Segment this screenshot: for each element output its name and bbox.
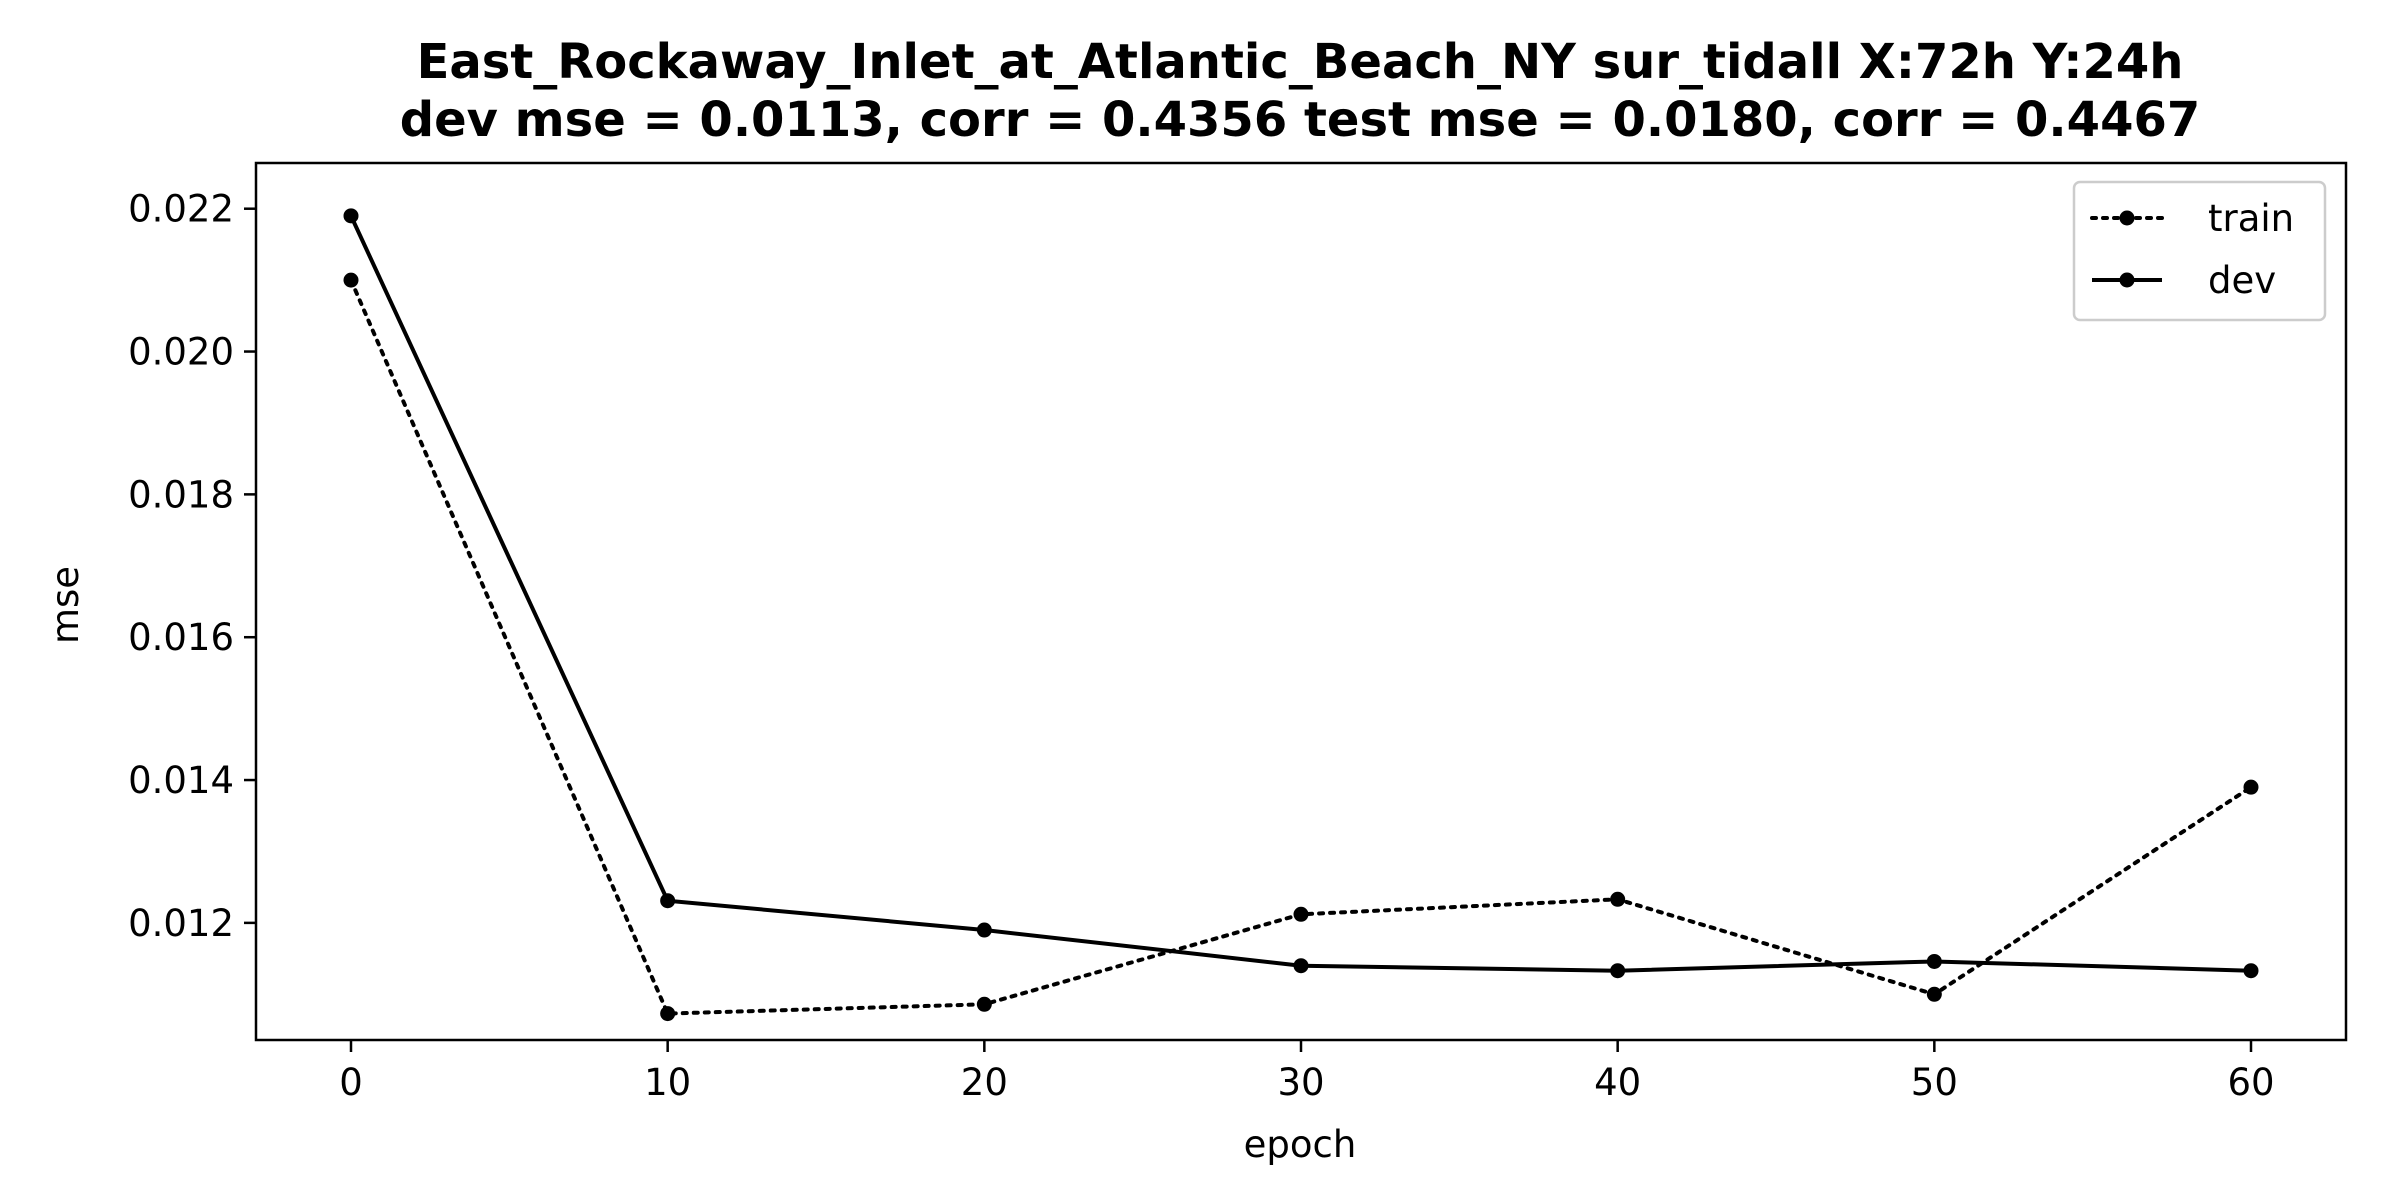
x-tick-label: 10 (644, 1061, 691, 1104)
data-point-train (1610, 891, 1626, 907)
data-point-train (2243, 779, 2259, 795)
y-tick-label: 0.016 (128, 616, 234, 659)
x-tick-label: 40 (1594, 1061, 1641, 1104)
chart-title-line1: East_Rockaway_Inlet_at_Atlantic_Beach_NY… (417, 34, 2184, 90)
x-tick-label: 30 (1277, 1061, 1324, 1104)
data-point-dev (660, 893, 676, 909)
y-tick-label: 0.020 (128, 331, 234, 374)
data-point-dev (1293, 958, 1309, 974)
data-point-dev (1610, 963, 1626, 979)
y-axis-label: mse (44, 566, 87, 644)
plot-area (343, 208, 2259, 1022)
x-tick-label: 60 (2227, 1061, 2274, 1104)
x-axis: 0 10 20 30 40 50 60 (339, 1040, 2275, 1104)
data-point-dev (1926, 953, 1942, 969)
legend: train dev (2072, 180, 2327, 322)
x-tick-label: 0 (339, 1061, 363, 1104)
legend-label-dev: dev (2208, 259, 2276, 302)
series-line-dev (349, 215, 2252, 973)
data-point-train (660, 1006, 676, 1022)
legend-marker-train (2119, 210, 2135, 226)
series-line-train (349, 278, 2253, 1016)
legend-label-train: train (2208, 197, 2294, 240)
data-point-train (1926, 986, 1942, 1002)
chart-title-line2: dev mse = 0.0113, corr = 0.4356 test mse… (400, 92, 2201, 148)
x-tick-label: 20 (961, 1061, 1008, 1104)
x-tick-label: 50 (1911, 1061, 1958, 1104)
data-point-dev (2243, 963, 2259, 979)
y-tick-label: 0.018 (128, 473, 234, 516)
legend-marker-dev (2119, 272, 2135, 288)
y-axis: 0.012 0.014 0.016 0.018 0.020 0.022 (128, 188, 256, 945)
y-tick-label: 0.022 (128, 188, 234, 231)
plot-frame (254, 161, 2348, 1042)
x-axis-label: epoch (1244, 1123, 1357, 1166)
y-tick-label: 0.014 (128, 759, 234, 802)
data-point-train (343, 272, 359, 288)
y-tick-label: 0.012 (128, 902, 234, 945)
data-point-dev (976, 922, 992, 938)
data-point-dev (343, 208, 359, 224)
data-point-train (1293, 906, 1309, 922)
data-point-train (976, 996, 992, 1012)
